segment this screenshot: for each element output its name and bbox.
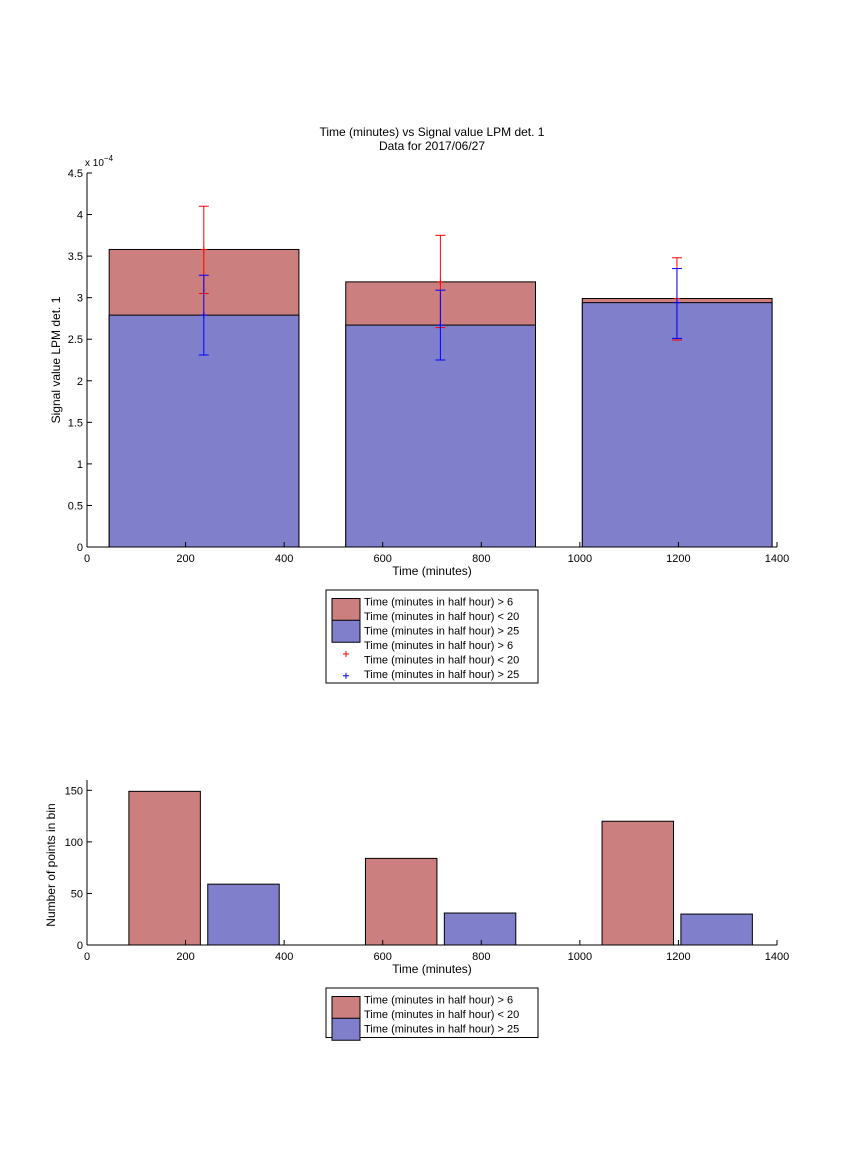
y-tick-label: 0 bbox=[77, 542, 83, 554]
errorbars-layer bbox=[198, 205, 682, 361]
y-tick-label: 150 bbox=[65, 785, 83, 797]
x-tick-label: 400 bbox=[275, 951, 293, 963]
legend-swatch bbox=[331, 1017, 361, 1041]
y-tick-label: 4 bbox=[77, 210, 83, 222]
y-tick-label: 4.5 bbox=[68, 168, 83, 180]
y-axis-label: Signal value LPM det. 1 bbox=[49, 296, 63, 423]
errorbar-point bbox=[437, 322, 444, 329]
axes: 0 200 400 600 800 1000 1200 1400 0 50 100 150 bbox=[65, 780, 789, 963]
errorbar-point bbox=[200, 312, 207, 319]
bars-layer bbox=[108, 248, 773, 548]
x-tick-label: 1000 bbox=[568, 951, 592, 963]
y-exponent-label: x 10−4 bbox=[85, 154, 114, 169]
x-tick-label: 1400 bbox=[765, 951, 789, 963]
bar bbox=[207, 883, 280, 946]
count-chart: 0 200 400 600 800 1000 1200 1400 0 50 100 150 Time … bbox=[44, 780, 789, 1041]
y-tick-label: 0.5 bbox=[68, 500, 83, 512]
legend-label: Time (minutes in half hour) > 25 bbox=[364, 669, 519, 681]
errorbar-point bbox=[673, 299, 680, 306]
x-tick-label: 200 bbox=[176, 553, 194, 565]
legend-swatch bbox=[331, 598, 361, 621]
chart-subtitle: Data for 2017/06/27 bbox=[379, 139, 485, 153]
bar bbox=[364, 857, 438, 946]
legend: Time (minutes in half hour) > 6 Time (min… bbox=[325, 589, 539, 684]
legend-box bbox=[325, 589, 539, 684]
legend-box bbox=[325, 987, 539, 1038]
bar bbox=[601, 820, 674, 946]
x-tick-label: 800 bbox=[472, 951, 490, 963]
y-tick-label: 1 bbox=[77, 459, 83, 471]
legend-swatch bbox=[331, 619, 361, 643]
y-exponent-power: −4 bbox=[104, 154, 114, 163]
errorbar-point bbox=[437, 278, 444, 285]
legend-swatch bbox=[331, 996, 361, 1019]
x-tick-label: 200 bbox=[176, 951, 194, 963]
bar bbox=[581, 302, 773, 548]
legend-label: Time (minutes in half hour) < 20 bbox=[364, 655, 519, 667]
axes: 0 200 400 600 800 1000 1200 1400 0 0.5 1 1.5 2 2.5 3 3.… bbox=[68, 168, 790, 565]
x-tick-label: 1200 bbox=[666, 951, 690, 963]
y-tick-label: 3.5 bbox=[68, 251, 83, 263]
legend-marker bbox=[343, 672, 349, 679]
y-tick-label: 2 bbox=[77, 376, 83, 388]
bar bbox=[680, 913, 753, 946]
bar bbox=[128, 790, 201, 946]
x-axis-label: Time (minutes) bbox=[392, 962, 472, 976]
x-tick-label: 0 bbox=[84, 553, 90, 565]
x-tick-label: 1400 bbox=[765, 553, 789, 565]
y-tick-label: 1.5 bbox=[68, 417, 83, 429]
legend: Time (minutes in half hour) > 6 Time (min… bbox=[325, 987, 539, 1041]
x-tick-label: 1200 bbox=[666, 553, 690, 565]
legend-label: Time (minutes in half hour) > 25 bbox=[364, 1024, 519, 1036]
y-tick-label: 3 bbox=[77, 293, 83, 305]
legend-marker bbox=[343, 651, 349, 657]
bar bbox=[443, 912, 517, 946]
x-tick-label: 600 bbox=[374, 553, 392, 565]
bars-layer bbox=[128, 790, 753, 946]
signal-chart: Time (minutes) vs Signal value LPM det. … bbox=[49, 125, 790, 684]
legend-label: Time (minutes in half hour) > 6 bbox=[364, 597, 513, 609]
x-axis-label: Time (minutes) bbox=[392, 564, 472, 578]
x-tick-label: 800 bbox=[472, 553, 490, 565]
legend-label: Time (minutes in half hour) > 6 bbox=[364, 995, 513, 1007]
y-tick-label: 50 bbox=[71, 888, 83, 900]
legend-label: Time (minutes in half hour) > 6 bbox=[364, 640, 513, 652]
legend-label: Time (minutes in half hour) > 25 bbox=[364, 626, 519, 638]
x-tick-label: 0 bbox=[84, 951, 90, 963]
legend-label: Time (minutes in half hour) < 20 bbox=[364, 611, 519, 623]
errorbar-point bbox=[200, 246, 207, 253]
y-tick-label: 0 bbox=[77, 940, 83, 952]
y-tick-label: 2.5 bbox=[68, 334, 83, 346]
y-axis-label: Number of points in bin bbox=[44, 803, 58, 926]
chart-title: Time (minutes) vs Signal value LPM det. … bbox=[320, 125, 545, 139]
x-tick-label: 1000 bbox=[568, 553, 592, 565]
x-tick-label: 600 bbox=[374, 951, 392, 963]
legend-label: Time (minutes in half hour) < 20 bbox=[364, 1009, 519, 1021]
y-tick-label: 100 bbox=[65, 837, 83, 849]
bar bbox=[345, 324, 536, 548]
x-tick-label: 400 bbox=[275, 553, 293, 565]
